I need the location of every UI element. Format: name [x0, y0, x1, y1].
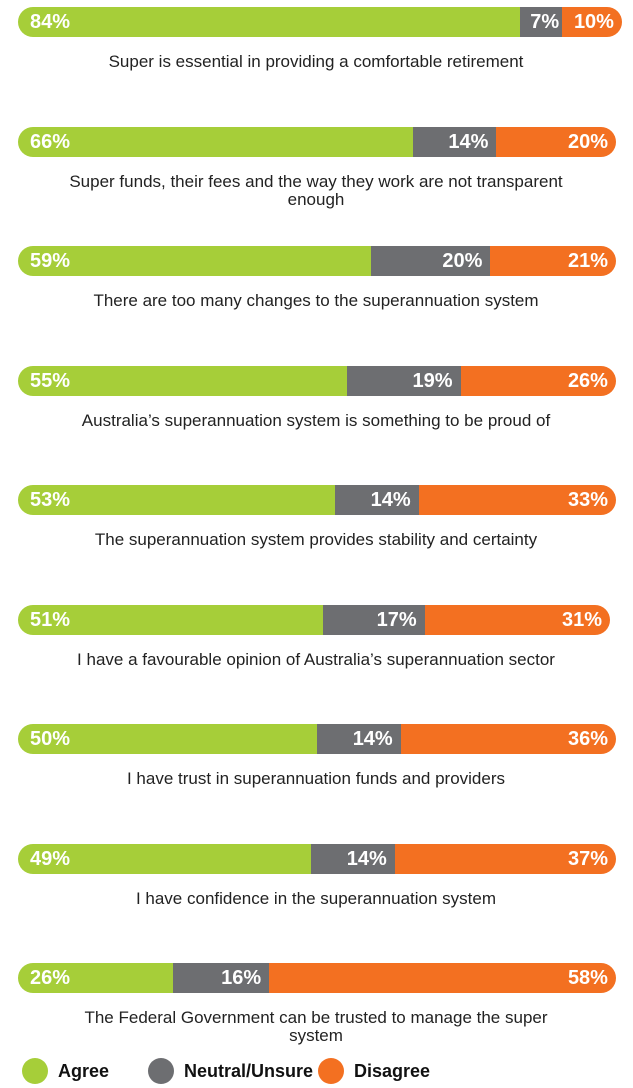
legend-item: Agree — [22, 1058, 109, 1084]
bar-segment: 14% — [317, 724, 401, 754]
value-label: 10% — [573, 11, 614, 33]
bar-row: 55% 19% 26% — [18, 365, 616, 396]
bar-row: 50% 14% 36% — [18, 724, 616, 754]
bar-segment: 51% — [18, 604, 323, 635]
bar-row: 51% 17% 31% — [18, 604, 610, 635]
value-label: 50% — [30, 728, 71, 750]
value-label: 37% — [567, 847, 608, 870]
value-label: 31% — [561, 608, 602, 631]
bar-segment: 19% — [346, 365, 461, 396]
bar-segment: 16% — [173, 963, 270, 993]
bar-segment: 59% — [18, 246, 371, 276]
value-label: 58% — [567, 967, 608, 989]
legend-item: Disagree — [318, 1058, 430, 1084]
legend-swatch — [22, 1058, 48, 1084]
value-label: 21% — [567, 250, 608, 272]
bar-segment: 58% — [269, 963, 616, 993]
bar-row: 26% 16% 58% — [18, 963, 616, 993]
bar-segment: 26% — [460, 365, 616, 396]
value-label: 51% — [30, 608, 71, 631]
bar-segment: 50% — [18, 724, 317, 754]
legend-swatch — [318, 1058, 344, 1084]
value-label: 53% — [30, 489, 71, 511]
value-label: 36% — [567, 728, 608, 750]
bar-segment: 36% — [400, 724, 616, 754]
value-label: 14% — [346, 847, 387, 870]
value-label: 7% — [530, 11, 560, 33]
category-label: Super funds, their fees and the way they… — [69, 171, 563, 209]
bar-segment: 26% — [18, 963, 174, 993]
bar-segment: 20% — [496, 126, 616, 157]
bar-segment: 66% — [18, 126, 413, 157]
legend-item: Neutral/Unsure — [148, 1058, 313, 1084]
value-label: 33% — [567, 489, 608, 511]
value-label: 19% — [412, 369, 453, 392]
legend-label: Agree — [58, 1060, 110, 1081]
category-label: I have a favourable opinion of Australia… — [77, 649, 555, 669]
bar-segment: 49% — [18, 843, 312, 874]
bar-segment: 84% — [18, 7, 521, 37]
value-label: 55% — [30, 369, 71, 392]
bar-row: 59% 20% 21% — [18, 246, 616, 276]
value-label: 66% — [30, 130, 71, 153]
value-label: 20% — [442, 250, 483, 272]
bar-segment: 14% — [311, 843, 395, 874]
bar-segment: 53% — [18, 485, 335, 515]
legend-swatch — [148, 1058, 174, 1084]
value-label: 16% — [221, 967, 262, 989]
category-label: There are too many changes to the supera… — [93, 291, 539, 310]
bar-segment: 17% — [322, 604, 425, 635]
value-label: 49% — [30, 847, 71, 870]
bar-segment: 55% — [18, 365, 347, 396]
bar-row: 49% 14% 37% — [18, 843, 616, 874]
bar-segment: 37% — [394, 843, 616, 874]
category-label: The superannuation system provides stabi… — [94, 530, 538, 549]
value-label: 26% — [30, 967, 71, 989]
bar-segment: 14% — [334, 485, 419, 515]
category-label: I have trust in superannuation funds and… — [126, 769, 506, 788]
value-label: 20% — [567, 130, 608, 153]
bar-segment: 10% — [562, 7, 622, 37]
value-label: 26% — [567, 369, 608, 392]
bar-segment: 33% — [418, 485, 616, 515]
value-label: 17% — [376, 608, 417, 631]
value-label: 59% — [30, 250, 71, 272]
value-label: 14% — [448, 130, 489, 153]
bar-row: 66% 14% 20% — [18, 126, 616, 157]
category-label: Super is essential in providing a comfor… — [108, 52, 524, 71]
category-label: I have confidence in the superannuation … — [135, 888, 497, 908]
bar-row: 53% 14% 33% — [18, 485, 616, 515]
bar-row: 84% 7% 10% — [18, 7, 622, 37]
legend-label: Disagree — [354, 1060, 431, 1081]
bar-segment: 7% — [520, 7, 563, 37]
bar-segment: 21% — [490, 246, 616, 276]
bar-segment: 20% — [370, 246, 491, 276]
legend-label: Neutral/Unsure — [184, 1060, 314, 1081]
value-label: 14% — [370, 489, 411, 511]
category-label: The Federal Government can be trusted to… — [84, 1008, 548, 1045]
bar-segment: 31% — [424, 604, 610, 635]
value-label: 14% — [352, 728, 393, 750]
value-label: 84% — [30, 11, 71, 33]
category-label: Australia’s superannuation system is som… — [81, 410, 551, 430]
bar-segment: 14% — [412, 126, 497, 157]
